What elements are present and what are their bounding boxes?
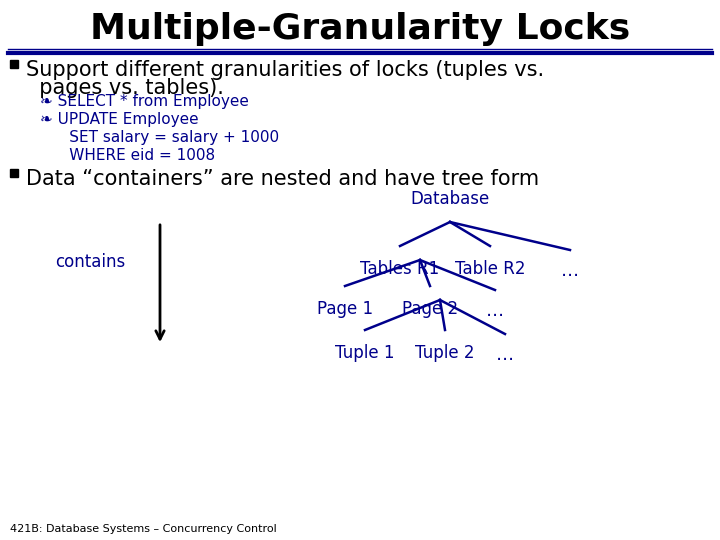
- Bar: [10, 60, 18, 68]
- Text: contains: contains: [55, 253, 125, 271]
- Text: Page 1: Page 1: [317, 300, 373, 318]
- Text: Support different granularities of locks (tuples vs.: Support different granularities of locks…: [26, 60, 544, 80]
- Text: Data “containers” are nested and have tree form: Data “containers” are nested and have tr…: [26, 169, 539, 189]
- Text: ❧ UPDATE Employee: ❧ UPDATE Employee: [40, 112, 199, 127]
- Text: Database: Database: [410, 190, 490, 208]
- Text: 421B: Database Systems – Concurrency Control: 421B: Database Systems – Concurrency Con…: [10, 524, 276, 534]
- Text: SET salary = salary + 1000: SET salary = salary + 1000: [40, 130, 279, 145]
- Text: Multiple-Granularity Locks: Multiple-Granularity Locks: [90, 12, 630, 46]
- Text: Page 2: Page 2: [402, 300, 458, 318]
- Bar: [10, 169, 18, 177]
- Text: …: …: [561, 262, 579, 280]
- Text: …: …: [496, 346, 514, 364]
- Text: WHERE eid = 1008: WHERE eid = 1008: [40, 148, 215, 163]
- Text: pages vs. tables).: pages vs. tables).: [26, 78, 224, 98]
- Text: Tuple 1: Tuple 1: [336, 344, 395, 362]
- Text: Tuple 2: Tuple 2: [415, 344, 474, 362]
- Text: Table R2: Table R2: [455, 260, 526, 278]
- Text: …: …: [486, 302, 504, 320]
- Text: ❧ SELECT * from Employee: ❧ SELECT * from Employee: [40, 94, 249, 109]
- Text: Tables R1: Tables R1: [361, 260, 440, 278]
